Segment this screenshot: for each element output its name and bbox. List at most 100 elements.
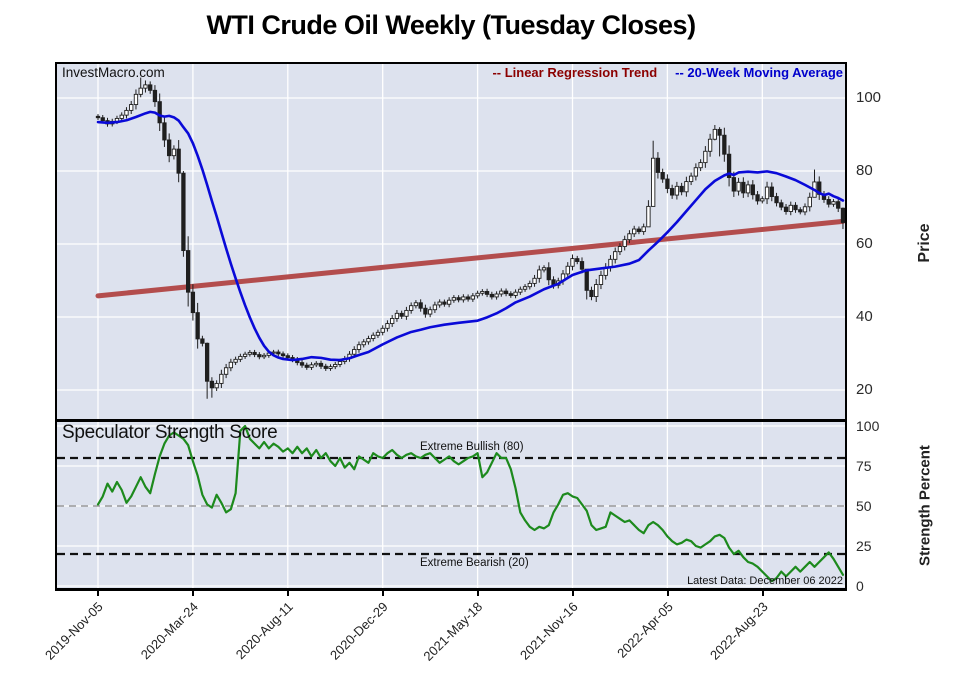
candle-body [494, 293, 499, 298]
latest-data-label: Latest Data: December 06 2022 [687, 575, 843, 587]
price-tick-100: 100 [856, 89, 882, 106]
candle-body [636, 228, 642, 233]
strength-panel-title: Speculator Strength Score [62, 422, 278, 443]
candle-body [119, 114, 124, 119]
candle-body [176, 148, 181, 174]
candle-body [764, 186, 770, 200]
strength-tick-75: 75 [856, 458, 872, 474]
candle-body [299, 362, 305, 366]
candle-body [95, 115, 101, 119]
candle-body [660, 172, 665, 180]
x-tick-label: 2019-Nov-05 [41, 599, 106, 663]
extreme-bearish-label: Extreme Bearish (20) [420, 557, 529, 569]
candle-body [783, 206, 789, 212]
x-tick-label: 2020-Mar-24 [137, 599, 201, 663]
candle-body [171, 148, 177, 157]
candle-body [371, 334, 376, 339]
candle-body [148, 84, 153, 91]
panel-divider [57, 419, 845, 422]
candle-body [432, 304, 438, 311]
candle-body [285, 355, 290, 358]
x-tick-label: 2020-Aug-11 [232, 599, 296, 663]
candle-body [802, 206, 808, 213]
candle-body [617, 246, 623, 253]
price-panel [57, 64, 845, 419]
candle-body [129, 104, 134, 111]
price-tick-60: 60 [856, 235, 873, 252]
candle-body [228, 361, 234, 369]
candle-body [712, 128, 718, 140]
candle-body [665, 178, 670, 189]
regression-trend-line [95, 218, 845, 299]
x-tick-mark [192, 591, 194, 596]
candle-body [788, 204, 793, 212]
candle-body [456, 297, 461, 301]
candle-body [328, 366, 333, 369]
candle-body [508, 293, 513, 296]
candle-body [688, 175, 694, 183]
candle-body [167, 139, 172, 157]
strength-tick-50: 50 [856, 498, 872, 514]
candle-body [404, 309, 409, 317]
candle-body [674, 185, 680, 196]
strength-panel [57, 422, 845, 588]
candle-body [437, 301, 442, 306]
candle-body [190, 291, 196, 314]
candle-body [736, 181, 741, 192]
plot-area [55, 62, 847, 591]
candle-body [807, 196, 812, 208]
candle-body [679, 185, 684, 193]
candle-body [309, 364, 314, 368]
candle-body [565, 265, 570, 275]
candle-body [238, 355, 243, 360]
candle-body [428, 309, 433, 315]
price-tick-20: 20 [856, 381, 873, 398]
candle-body [527, 282, 532, 288]
candle-body [703, 150, 708, 164]
candle-body [124, 109, 129, 116]
candle-body [755, 194, 760, 202]
candle-body [375, 331, 381, 336]
candle-body [280, 353, 286, 357]
candle-body [214, 382, 219, 389]
candle-body [385, 323, 390, 329]
candle-body [722, 134, 727, 155]
candle-body [541, 267, 547, 271]
candle-body [356, 344, 362, 350]
candle-body [826, 199, 831, 205]
candle-body [594, 284, 599, 298]
candle-body [745, 184, 751, 194]
x-tick-label: 2022-Apr-05 [613, 599, 676, 661]
candle-body [760, 198, 765, 202]
x-tick-mark [97, 591, 99, 596]
candle-body [513, 291, 518, 296]
moving-average-line [96, 110, 845, 362]
candle-body [537, 269, 542, 279]
candle-body [641, 226, 646, 233]
candle-body [257, 354, 262, 358]
candle-body [750, 184, 755, 196]
strength-axis-title: Strength Percent [916, 445, 934, 566]
candle-body [575, 258, 580, 262]
candle-body [793, 204, 798, 211]
chart-title: WTI Crude Oil Weekly (Tuesday Closes) [206, 10, 696, 40]
candle-body [318, 362, 324, 367]
candle-body [646, 205, 651, 228]
x-tick-mark [382, 591, 384, 596]
candle-body [361, 341, 366, 346]
candle-body [352, 349, 357, 355]
candle-body [138, 87, 143, 95]
candle-body [769, 186, 774, 197]
strength-tick-100: 100 [856, 418, 880, 434]
candle-body [446, 299, 452, 305]
candle-body [133, 93, 139, 106]
x-tick-label: 2021-May-18 [420, 599, 486, 664]
candle-body [219, 373, 224, 384]
candle-body [489, 293, 494, 298]
candle-body [323, 365, 328, 369]
candle-body [418, 302, 423, 309]
watermark: InvestMacro.com [62, 65, 165, 80]
legend-moving-average: -- 20-Week Moving Average [675, 65, 843, 80]
candle-body [518, 288, 523, 293]
